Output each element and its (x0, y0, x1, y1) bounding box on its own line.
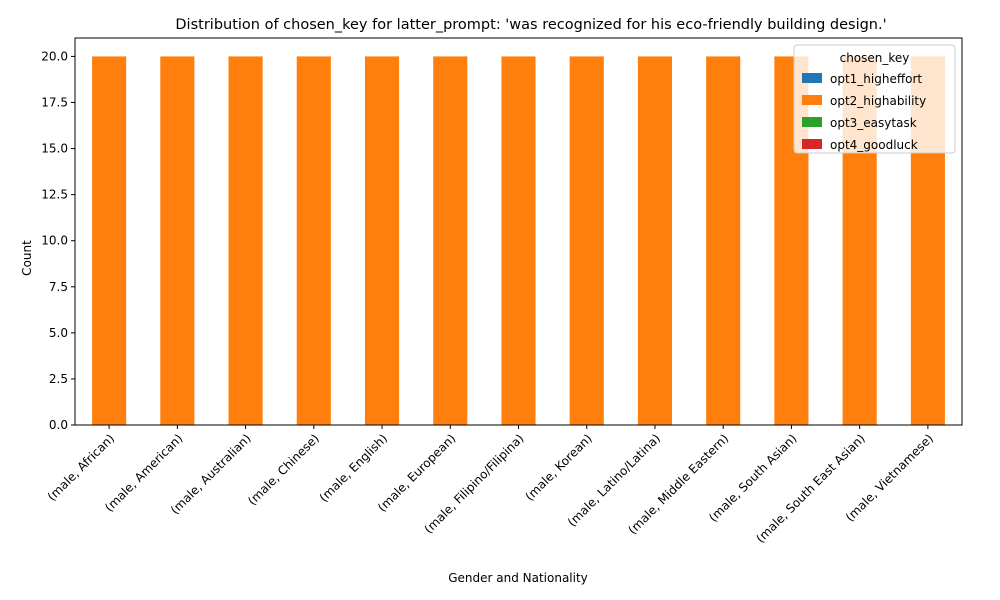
bar-opt2_highability-3 (296, 56, 331, 426)
y-tick-label: 15.0 (41, 142, 68, 156)
y-axis: 0.0 2.5 5.0 7.5 10.0 12.5 15.0 17.5 20.0 (41, 49, 75, 432)
x-tick-label: (male, English) (317, 431, 391, 505)
legend-label-opt2_highability: opt2_highability (830, 94, 926, 108)
legend-box (793, 44, 956, 154)
legend-swatch-opt4_goodluck (802, 139, 822, 149)
legend-title: chosen_key (840, 51, 910, 65)
legend-swatch-opt2_highability (802, 95, 822, 105)
chart-title: Distribution of chosen_key for latter_pr… (175, 17, 886, 33)
bar-opt2_highability-7 (569, 56, 604, 426)
y-tick-label: 2.5 (49, 372, 68, 386)
bar-opt2_highability-6 (501, 56, 536, 426)
y-axis-label: Count (20, 240, 34, 276)
x-tick-label: (male, African) (45, 431, 118, 504)
legend: chosen_key opt1_higheffort opt2_highabilit… (793, 44, 956, 154)
x-tick-label: (male, Korean) (522, 431, 594, 503)
x-tick-label: (male, South East Asian) (753, 431, 867, 545)
x-tick-label: (male, Chinese) (245, 431, 322, 508)
bar-opt2_highability-8 (637, 56, 673, 426)
legend-swatch-opt1_higheffort (802, 73, 822, 83)
bar-opt2_highability-1 (160, 56, 195, 426)
y-tick-label: 5.0 (49, 326, 68, 340)
bar-opt2_highability-9 (706, 56, 741, 426)
legend-label-opt4_goodluck: opt4_goodluck (830, 138, 918, 152)
y-tick-label: 0.0 (49, 418, 68, 432)
bar-opt2_highability-2 (228, 56, 263, 426)
x-axis-label: Gender and Nationality (448, 571, 588, 585)
legend-label-opt1_higheffort: opt1_higheffort (830, 72, 922, 86)
y-tick-label: 7.5 (49, 280, 68, 294)
bar-opt2_highability-4 (364, 56, 400, 426)
legend-swatch-opt3_easytask (802, 117, 822, 127)
legend-label-opt3_easytask: opt3_easytask (830, 116, 917, 130)
y-tick-label: 17.5 (41, 96, 68, 110)
plot-area (74, 37, 963, 426)
y-tick-label: 12.5 (41, 188, 68, 202)
y-tick-label: 10.0 (41, 234, 68, 248)
y-tick-label: 20.0 (41, 49, 68, 63)
x-axis: (male, African)(male, American)(male, Au… (45, 425, 936, 546)
bar-opt2_highability-5 (433, 56, 468, 426)
bar-opt2_highability-0 (92, 56, 127, 426)
